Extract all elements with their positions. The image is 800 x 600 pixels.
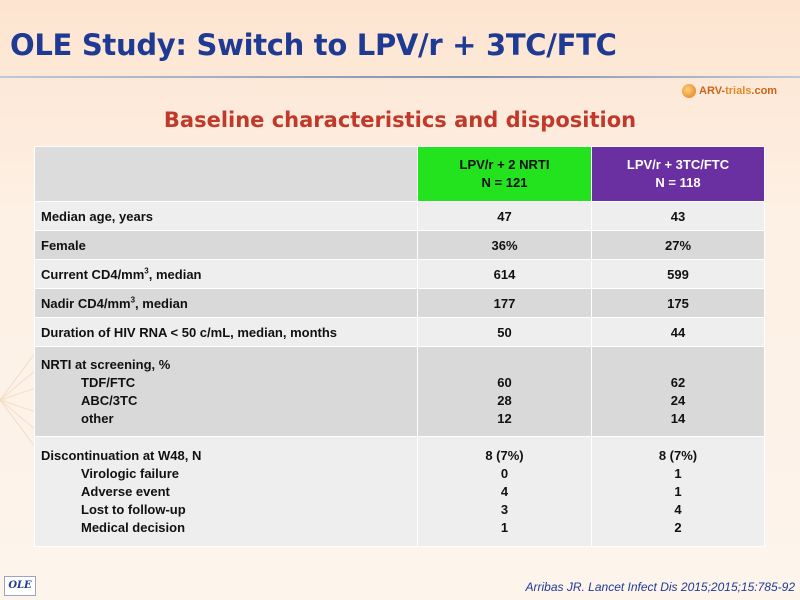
table-row: Discontinuation at W48, N Virologic fail… xyxy=(34,436,765,547)
row-label-age: Median age, years xyxy=(34,201,418,231)
cell-value: 27% xyxy=(591,230,765,260)
row-label-current-cd4: Current CD4/mm3, median xyxy=(34,259,418,289)
cell-value: 43 xyxy=(591,201,765,231)
row-label-female: Female xyxy=(34,230,418,260)
cell-value: 60 28 12 xyxy=(417,346,592,437)
column-header-lpv-3tc-ftc: LPV/r + 3TC/FTC N = 118 xyxy=(591,146,765,202)
row-label-discontinuation: Discontinuation at W48, N Virologic fail… xyxy=(34,436,418,547)
cell-value: 8 (7%) 0 4 3 1 xyxy=(417,436,592,547)
cell-value: 8 (7%) 1 1 4 2 xyxy=(591,436,765,547)
row-label-duration: Duration of HIV RNA < 50 c/mL, median, m… xyxy=(34,317,418,347)
table-row: Median age, years 47 43 xyxy=(34,201,765,231)
cell-value: 62 24 14 xyxy=(591,346,765,437)
logo-mark-icon xyxy=(682,84,696,98)
table-header-row: LPV/r + 2 NRTI N = 121 LPV/r + 3TC/FTC N =… xyxy=(34,146,765,202)
cell-value: 50 xyxy=(417,317,592,347)
citation: Arribas JR. Lancet Infect Dis 2015;2015;… xyxy=(525,580,796,594)
table-row: Nadir CD4/mm3, median 177 175 xyxy=(34,288,765,318)
slide-title: OLE Study: Switch to LPV/r + 3TC/FTC xyxy=(10,28,617,62)
table-row: Duration of HIV RNA < 50 c/mL, median, m… xyxy=(34,317,765,347)
ole-badge: OLE xyxy=(4,576,36,596)
cell-value: 175 xyxy=(591,288,765,318)
table-row: NRTI at screening, % TDF/FTC ABC/3TC oth… xyxy=(34,346,765,437)
baseline-table: LPV/r + 2 NRTI N = 121 LPV/r + 3TC/FTC N =… xyxy=(34,146,765,547)
row-label-nrti: NRTI at screening, % TDF/FTC ABC/3TC oth… xyxy=(34,346,418,437)
cell-value: 177 xyxy=(417,288,592,318)
cell-value: 44 xyxy=(591,317,765,347)
arv-trials-logo: ARV-trials.com xyxy=(682,82,792,100)
cell-value: 614 xyxy=(417,259,592,289)
cell-value: 36% xyxy=(417,230,592,260)
column-header-lpv-2nrti: LPV/r + 2 NRTI N = 121 xyxy=(417,146,592,202)
table-row: Female 36% 27% xyxy=(34,230,765,260)
title-divider xyxy=(0,76,800,78)
cell-value: 47 xyxy=(417,201,592,231)
table-row: Current CD4/mm3, median 614 599 xyxy=(34,259,765,289)
cell-value: 599 xyxy=(591,259,765,289)
row-label-nadir-cd4: Nadir CD4/mm3, median xyxy=(34,288,418,318)
slide-subtitle: Baseline characteristics and disposition xyxy=(163,108,637,132)
header-corner-cell xyxy=(34,146,418,202)
